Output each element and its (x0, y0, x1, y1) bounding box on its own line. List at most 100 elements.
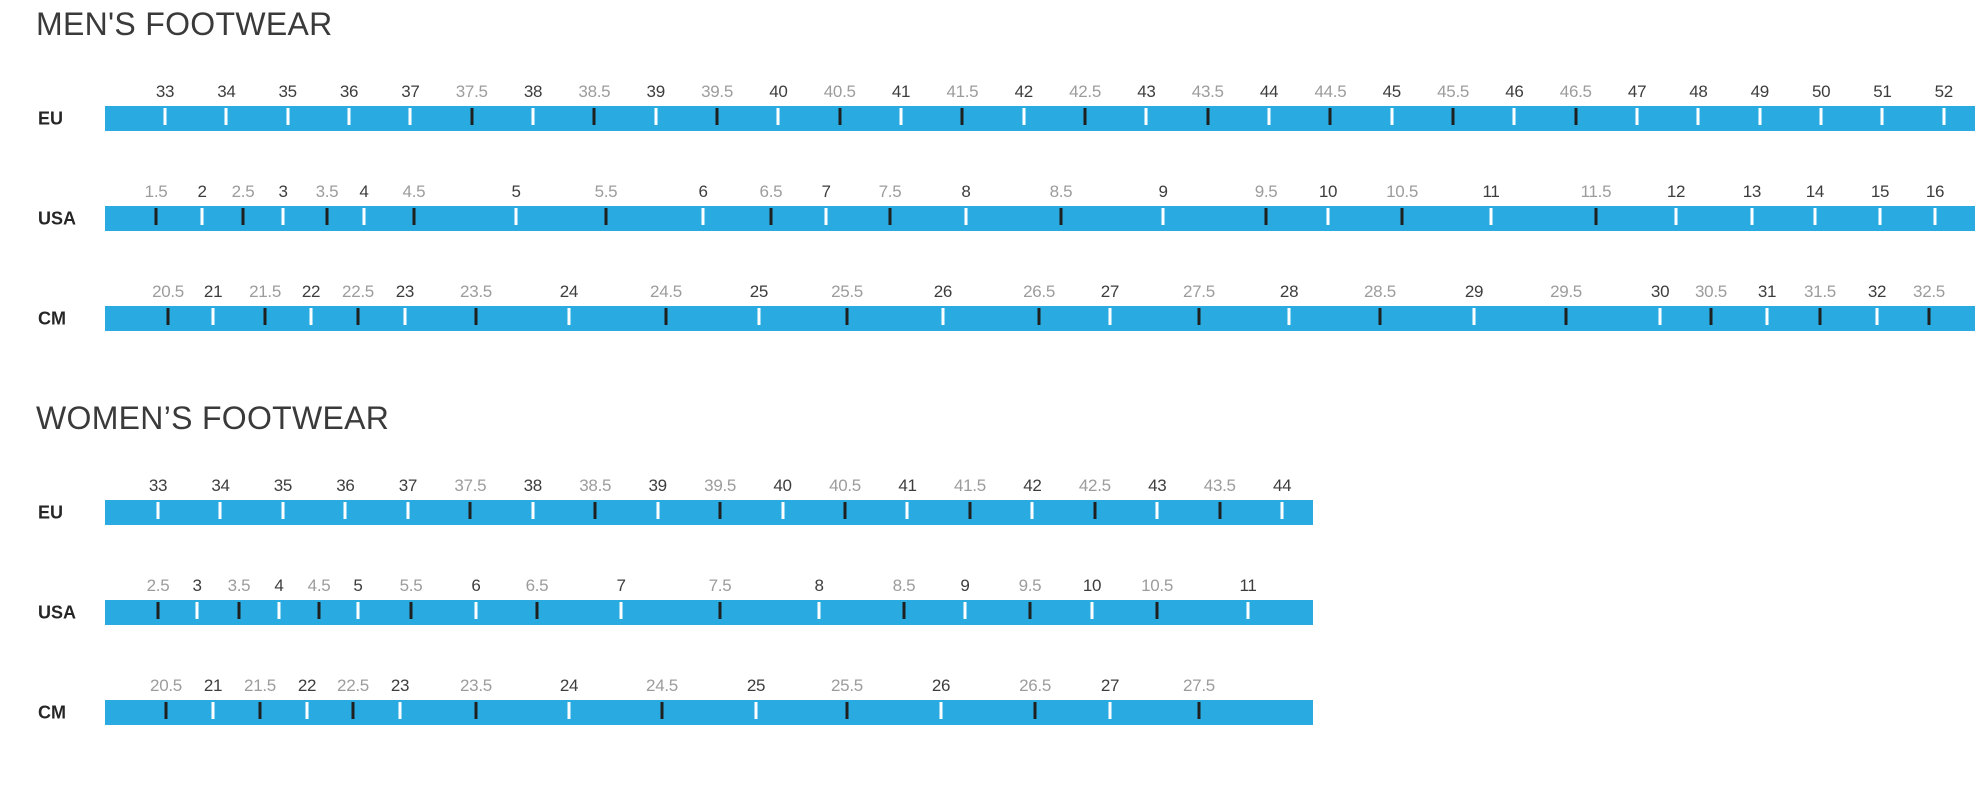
tick-eu-40 (781, 502, 785, 519)
mens-usa-ruler-row: USA 1.5 2 2.5 3 3.5 4 4.5 5 5.5 6 6.5 7 7.5 8 8.5 9 9.5 1… (0, 183, 1985, 231)
tick-eu-42.5 (1083, 108, 1087, 125)
size-label-cm-21.5: 21.5 (249, 282, 282, 301)
tick-usa-6.5 (769, 208, 773, 225)
tick-usa-9.5 (1264, 208, 1268, 225)
size-label-eu-44.5: 44.5 (1314, 82, 1347, 101)
size-label-eu-34: 34 (211, 476, 230, 495)
size-label-usa-4: 4 (274, 576, 284, 595)
tick-eu-42.5 (1093, 502, 1097, 519)
size-label-cm-20.5: 20.5 (152, 282, 184, 301)
size-label-usa-6.5: 6.5 (525, 576, 549, 595)
womens-usa-ruler-row: USA 2.5 3 3.5 4 4.5 5 5.5 6 6.5 7 7.5 8 8.5 9 9.5 10 10.… (0, 577, 1985, 625)
size-label-eu-43.5: 43.5 (1203, 476, 1236, 495)
tick-cm-25.5 (845, 308, 849, 325)
tick-eu-38 (531, 108, 535, 125)
size-label-usa-6: 6 (698, 182, 708, 201)
tick-cm-22 (309, 308, 313, 325)
tick-usa-14 (1813, 208, 1817, 225)
size-label-eu-41: 41 (898, 476, 917, 495)
size-label-cm-23.5: 23.5 (460, 282, 492, 301)
size-label-usa-6: 6 (471, 576, 481, 595)
size-label-cm-21: 21 (203, 282, 223, 301)
tick-eu-38.5 (592, 108, 596, 125)
size-label-cm-28.5: 28.5 (1364, 282, 1396, 301)
size-label-cm-29.5: 29.5 (1550, 282, 1582, 301)
size-label-eu-40.5: 40.5 (829, 476, 861, 495)
tick-eu-34 (224, 108, 228, 125)
size-label-cm-28: 28 (1279, 282, 1299, 301)
tick-cm-27.5 (1197, 702, 1201, 719)
size-label-cm-21: 21 (203, 676, 223, 695)
tick-usa-15 (1878, 208, 1882, 225)
womens-eu-row-label: EU (38, 502, 64, 522)
size-label-eu-39.5: 39.5 (704, 476, 737, 495)
size-label-eu-40: 40 (769, 82, 788, 101)
size-label-eu-37.5: 37.5 (455, 82, 488, 101)
tick-usa-8 (964, 208, 968, 225)
size-label-usa-3.5: 3.5 (227, 576, 251, 595)
mens-section-title: MEN'S FOOTWEAR (36, 6, 333, 42)
size-label-usa-2: 2 (197, 182, 207, 201)
mens-cm-size-bar: 20.5 21 21.5 22 22.5 23 23.5 24 24.5 25 25.5 26 26.5… (105, 283, 1975, 331)
mens-usa-row-label: USA (38, 208, 77, 228)
tick-usa-3 (281, 208, 285, 225)
tick-eu-35 (281, 502, 285, 519)
tick-eu-40 (776, 108, 780, 125)
size-label-eu-43: 43 (1137, 82, 1156, 101)
tick-cm-24.5 (660, 702, 664, 719)
size-label-cm-26.5: 26.5 (1023, 282, 1056, 301)
mens-usa-size-bar: 1.5 2 2.5 3 3.5 4 4.5 5 5.5 6 6.5 7 7.5 8 8.5 9 9.5 10 10.… (105, 183, 1975, 231)
tick-usa-4.5 (412, 208, 416, 225)
mens-cm-ruler-row: CM 20.5 21 21.5 22 22.5 23 23.5 24 24.5 25 25.5 26 2… (0, 283, 1985, 331)
size-label-cm-25.5: 25.5 (831, 676, 863, 695)
tick-eu-47 (1635, 108, 1639, 125)
tick-cm-25 (754, 702, 758, 719)
size-label-eu-44: 44 (1259, 82, 1279, 101)
size-label-usa-8.5: 8.5 (1049, 182, 1073, 201)
tick-cm-26 (939, 702, 943, 719)
tick-cm-28 (1287, 308, 1291, 325)
size-label-usa-5.5: 5.5 (399, 576, 423, 595)
tick-cm-22.5 (356, 308, 360, 325)
tick-eu-38 (531, 502, 535, 519)
size-label-usa-6.5: 6.5 (759, 182, 783, 201)
tick-eu-37 (406, 502, 410, 519)
tick-usa-5 (514, 208, 518, 225)
tick-cm-20.5 (164, 702, 168, 719)
size-label-eu-36: 36 (339, 82, 359, 101)
size-label-eu-38: 38 (523, 476, 543, 495)
size-label-cm-25: 25 (749, 282, 769, 301)
tick-usa-2 (200, 208, 204, 225)
size-label-cm-23.5: 23.5 (460, 676, 492, 695)
size-label-usa-15: 15 (1870, 182, 1890, 201)
size-label-eu-38.5: 38.5 (578, 82, 611, 101)
size-label-eu-40: 40 (773, 476, 792, 495)
size-label-cm-26.5: 26.5 (1019, 676, 1051, 695)
size-label-eu-39.5: 39.5 (701, 82, 733, 101)
tick-cm-24 (567, 308, 571, 325)
size-label-cm-20.5: 20.5 (150, 676, 182, 695)
size-label-eu-45: 45 (1382, 82, 1402, 101)
size-label-usa-8.5: 8.5 (892, 576, 916, 595)
tick-usa-7 (824, 208, 828, 225)
size-label-usa-3: 3 (192, 576, 202, 595)
size-label-cm-22: 22 (297, 676, 317, 695)
tick-eu-36 (347, 108, 351, 125)
mens-eu-row-label: EU (38, 108, 64, 128)
size-label-usa-2.5: 2.5 (146, 576, 170, 595)
tick-eu-37.5 (470, 108, 474, 125)
size-label-eu-33: 33 (148, 476, 168, 495)
womens-cm-ruler-row: CM 20.5 21 21.5 22 22.5 23 23.5 24 24.5 25 25.5 26 2… (0, 677, 1985, 725)
size-label-eu-37: 37 (398, 476, 418, 495)
size-label-eu-48: 48 (1689, 82, 1708, 101)
tick-usa-3.5 (325, 208, 329, 225)
tick-cm-25 (757, 308, 761, 325)
mens-footwear-section: MEN'S FOOTWEAR EU 33 34 35 36 37 37.5 38 38.5 39… (0, 6, 1985, 331)
tick-cm-21 (211, 308, 215, 325)
size-label-usa-1.5: 1.5 (144, 182, 168, 201)
tick-cm-27 (1108, 308, 1112, 325)
size-label-cm-23: 23 (390, 676, 410, 695)
tick-eu-36 (343, 502, 347, 519)
size-label-cm-32: 32 (1867, 282, 1887, 301)
size-label-usa-3.5: 3.5 (315, 182, 339, 201)
